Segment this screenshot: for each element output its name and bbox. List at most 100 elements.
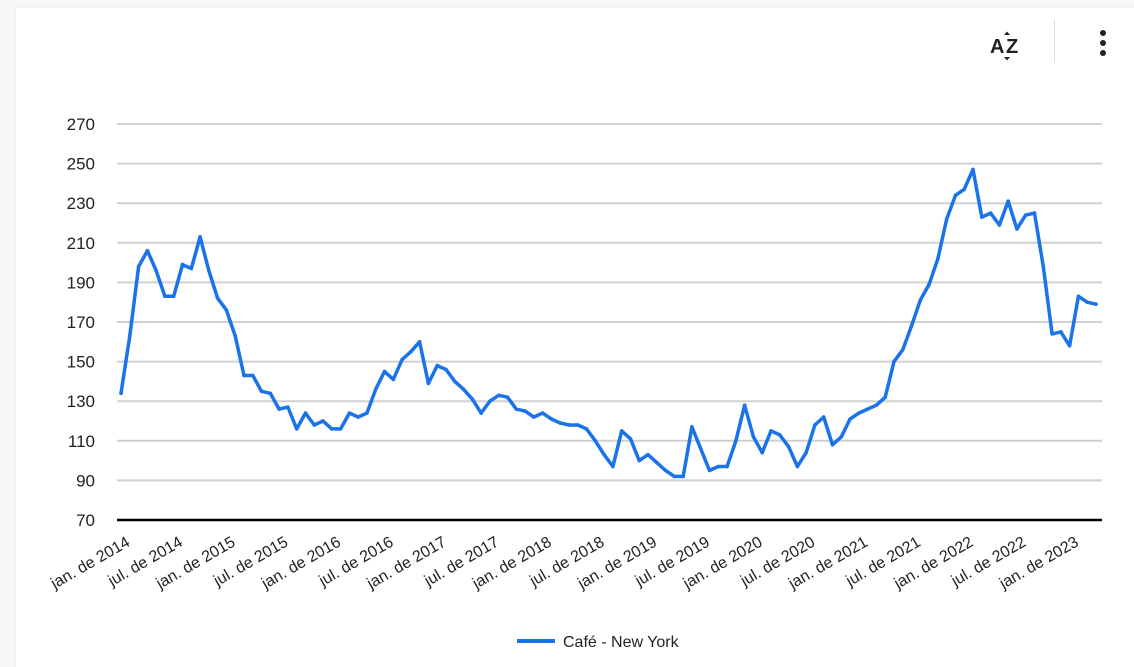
data-point[interactable] xyxy=(242,373,246,378)
data-point[interactable] xyxy=(909,324,914,328)
data-point[interactable] xyxy=(936,256,940,261)
data-point[interactable] xyxy=(250,373,255,378)
data-point[interactable] xyxy=(883,395,887,400)
data-point[interactable] xyxy=(663,468,668,473)
data-point[interactable] xyxy=(1050,332,1054,336)
data-point[interactable] xyxy=(1023,213,1028,217)
data-point[interactable] xyxy=(558,421,562,425)
data-point[interactable] xyxy=(892,359,896,364)
data-point[interactable] xyxy=(751,435,756,439)
data-point[interactable] xyxy=(479,411,483,415)
data-point[interactable] xyxy=(611,464,615,469)
data-point[interactable] xyxy=(646,452,650,457)
data-point[interactable] xyxy=(224,308,229,312)
data-point[interactable] xyxy=(1059,330,1063,334)
data-point[interactable] xyxy=(452,379,457,384)
data-point[interactable] xyxy=(786,444,791,449)
data-point[interactable] xyxy=(830,442,835,447)
data-point[interactable] xyxy=(207,268,211,273)
data-point[interactable] xyxy=(417,340,422,344)
data-point[interactable] xyxy=(488,399,492,404)
data-point[interactable] xyxy=(409,349,413,354)
data-point[interactable] xyxy=(567,423,571,427)
data-point[interactable] xyxy=(971,167,975,172)
data-point[interactable] xyxy=(391,377,396,382)
data-point[interactable] xyxy=(655,460,659,465)
data-point[interactable] xyxy=(136,264,141,269)
data-point[interactable] xyxy=(988,211,993,215)
data-point[interactable] xyxy=(532,415,536,419)
data-point[interactable] xyxy=(619,429,624,433)
data-point[interactable] xyxy=(312,423,317,427)
data-point[interactable] xyxy=(681,474,685,479)
data-point[interactable] xyxy=(540,411,545,415)
data-point[interactable] xyxy=(180,262,185,267)
data-point[interactable] xyxy=(163,294,167,299)
data-point[interactable] xyxy=(505,395,510,400)
data-point[interactable] xyxy=(286,405,290,409)
sort-az-button[interactable]: A Z xyxy=(989,30,1025,62)
data-point[interactable] xyxy=(698,446,703,451)
data-point[interactable] xyxy=(777,433,782,437)
data-point[interactable] xyxy=(795,464,800,469)
data-point[interactable] xyxy=(347,411,352,415)
series-line-cafe-new-york[interactable] xyxy=(119,167,1098,479)
data-point[interactable] xyxy=(927,282,931,287)
data-point[interactable] xyxy=(584,427,589,431)
data-point[interactable] xyxy=(444,367,448,372)
data-point[interactable] xyxy=(716,464,721,469)
data-point[interactable] xyxy=(496,393,501,398)
data-point[interactable] xyxy=(857,411,861,415)
data-point[interactable] xyxy=(233,334,237,338)
data-point[interactable] xyxy=(259,389,264,394)
data-point[interactable] xyxy=(672,474,677,479)
data-point[interactable] xyxy=(549,417,554,421)
data-point[interactable] xyxy=(338,427,343,431)
data-point[interactable] xyxy=(1094,302,1098,306)
data-point[interactable] xyxy=(865,407,870,411)
data-point[interactable] xyxy=(171,294,176,299)
data-point[interactable] xyxy=(356,415,360,419)
data-point[interactable] xyxy=(277,407,281,411)
data-point[interactable] xyxy=(1076,294,1081,299)
data-point[interactable] xyxy=(198,235,202,239)
data-point[interactable] xyxy=(742,403,747,407)
data-point[interactable] xyxy=(1041,264,1046,269)
data-point[interactable] xyxy=(373,387,378,392)
data-point[interactable] xyxy=(523,409,527,413)
data-point[interactable] xyxy=(426,381,431,386)
data-point[interactable] xyxy=(725,464,729,469)
data-point[interactable] xyxy=(382,369,387,374)
data-point[interactable] xyxy=(628,437,633,441)
data-point[interactable] xyxy=(804,450,808,455)
data-point[interactable] xyxy=(1067,343,1072,348)
data-point[interactable] xyxy=(127,334,132,338)
data-point[interactable] xyxy=(918,298,923,303)
data-point[interactable] xyxy=(461,387,466,392)
data-point[interactable] xyxy=(839,435,844,439)
data-point[interactable] xyxy=(637,458,642,463)
data-point[interactable] xyxy=(1085,300,1090,305)
data-point[interactable] xyxy=(593,439,598,443)
data-point[interactable] xyxy=(470,397,475,402)
data-point[interactable] xyxy=(980,215,984,219)
data-point[interactable] xyxy=(330,427,334,431)
data-point[interactable] xyxy=(821,415,826,419)
data-point[interactable] xyxy=(119,391,123,396)
legend[interactable]: Café - New York xyxy=(517,634,680,651)
data-point[interactable] xyxy=(189,266,194,271)
data-point[interactable] xyxy=(848,417,852,421)
data-point[interactable] xyxy=(1015,227,1019,231)
data-point[interactable] xyxy=(953,193,958,198)
data-point[interactable] xyxy=(690,425,694,429)
data-point[interactable] xyxy=(734,439,738,443)
data-point[interactable] xyxy=(215,296,220,301)
data-point[interactable] xyxy=(962,187,967,192)
data-point[interactable] xyxy=(365,411,369,415)
data-point[interactable] xyxy=(1032,211,1037,215)
data-point[interactable] xyxy=(145,248,150,253)
data-point[interactable] xyxy=(435,363,440,368)
data-point[interactable] xyxy=(944,217,949,221)
data-point[interactable] xyxy=(760,450,765,455)
data-point[interactable] xyxy=(813,423,817,427)
